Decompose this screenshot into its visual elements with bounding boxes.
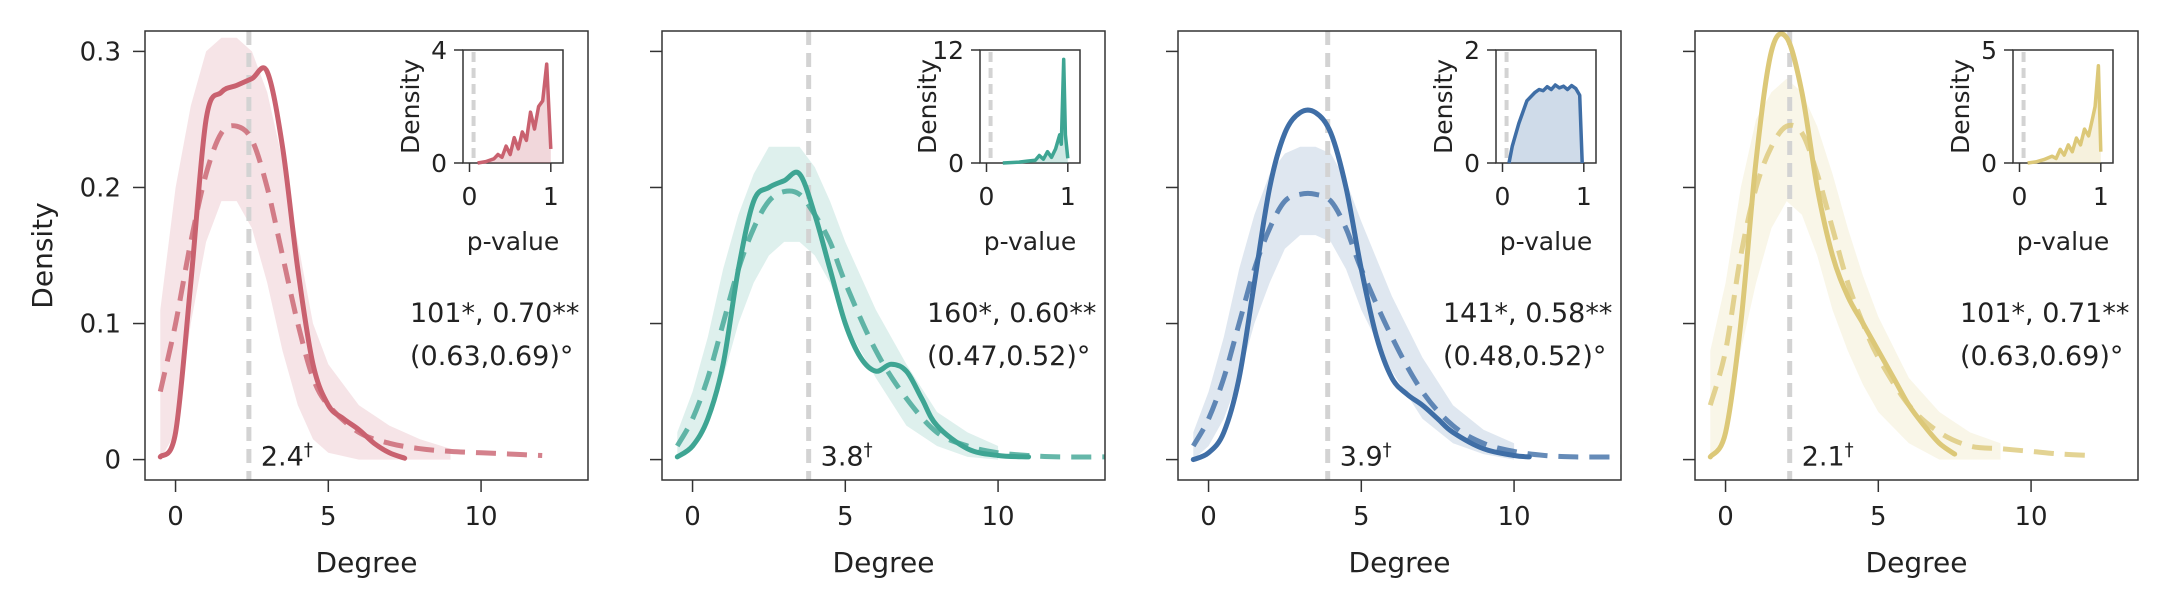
x-axis-title: Degree — [316, 546, 418, 579]
inset-x-tick-label: 1 — [2093, 182, 2109, 211]
series-line-solid — [674, 169, 1032, 460]
x-tick-label: 5 — [1353, 502, 1370, 532]
y-tick-label: 0.3 — [80, 37, 121, 67]
x-tick-label: 10 — [465, 502, 498, 532]
plot-area — [157, 31, 543, 480]
inset-x-axis-title: p-value — [467, 227, 560, 256]
inset-x-tick-label: 1 — [543, 182, 559, 211]
mean-label-sup: † — [304, 440, 313, 461]
inset-y-axis-title: Density — [1429, 59, 1458, 154]
inset-x-axis-title: p-value — [1500, 227, 1593, 256]
x-tick-label: 0 — [167, 502, 184, 532]
stats-annotation-line2: (0.63,0.69)° — [1960, 341, 2123, 372]
x-tick-label: 5 — [320, 502, 337, 532]
inset-x-tick-label: 0 — [979, 182, 995, 211]
inset-x-tick-label: 0 — [462, 182, 478, 211]
inset-x-tick-label: 0 — [1495, 182, 1511, 211]
mean-label-sup: † — [1845, 440, 1854, 461]
inset-pvalue: 0 12 0 1 Density p-value — [913, 36, 1081, 256]
stats-annotation-line1: 101*, 0.70** — [410, 298, 579, 329]
y-tick-label: 0 — [104, 446, 121, 476]
axes-frame — [661, 30, 1106, 481]
plot-area — [1707, 31, 2093, 480]
inset-y-tick-label: 2 — [1464, 36, 1480, 65]
inset-density-area — [1002, 59, 1068, 163]
inset-pvalue: 0 4 0 1 Density p-value — [396, 36, 564, 256]
x-axis-title: Degree — [1866, 546, 1968, 579]
inset-y-axis-title: Density — [913, 59, 942, 154]
stats-annotation-line2: (0.47,0.52)° — [927, 341, 1090, 372]
inset-y-tick-label: 4 — [431, 36, 447, 65]
stats-annotation-line1: 101*, 0.71** — [1960, 298, 2129, 329]
inset-x-axis-title: p-value — [2017, 227, 2110, 256]
inset-y-tick-label: 0 — [1464, 149, 1480, 178]
inset-density-line — [2027, 64, 2103, 165]
x-tick-label: 0 — [1717, 502, 1734, 532]
y-tick-label: 0.2 — [80, 173, 121, 203]
inset-density-line — [1002, 57, 1070, 165]
inset-pvalue: 0 2 0 1 Density p-value — [1429, 36, 1597, 256]
inset-x-tick-label: 1 — [1576, 182, 1592, 211]
mean-label: 3.9† — [1340, 440, 1392, 473]
x-axis-title: Degree — [1349, 546, 1451, 579]
inset-x-tick-label: 1 — [1060, 182, 1076, 211]
stats-annotation-line1: 141*, 0.58** — [1443, 298, 1612, 329]
axes-frame — [1177, 30, 1622, 481]
axes-frame — [144, 30, 589, 481]
inset-y-tick-label: 0 — [948, 149, 964, 178]
series-line-dashed — [1191, 190, 1621, 460]
inset-y-axis-title: Density — [1946, 59, 1975, 154]
mean-label-sup: † — [1383, 440, 1392, 461]
axes-frame — [1694, 30, 2139, 481]
stats-annotation-line2: (0.63,0.69)° — [410, 341, 573, 372]
x-tick-label: 5 — [1870, 502, 1887, 532]
series-line-dashed — [157, 123, 543, 458]
mean-label: 2.4† — [261, 440, 313, 473]
plot-area — [674, 31, 1105, 480]
inset-y-tick-label: 0 — [1981, 149, 1997, 178]
y-tick-label: 0.1 — [80, 310, 121, 340]
inset-y-tick-label: 5 — [1981, 36, 1997, 65]
series-line-dashed — [675, 188, 1105, 460]
series-line-solid — [1190, 107, 1532, 463]
x-tick-label: 0 — [1200, 502, 1217, 532]
inset-density-line — [477, 62, 553, 165]
stats-annotation-line2: (0.48,0.52)° — [1443, 341, 1606, 372]
inset-pvalue: 0 5 0 1 Density p-value — [1946, 36, 2114, 256]
x-tick-label: 10 — [2015, 502, 2048, 532]
mean-label: 2.1† — [1802, 440, 1854, 473]
x-tick-label: 5 — [837, 502, 854, 532]
stats-annotation-line1: 160*, 0.60** — [927, 298, 1096, 329]
x-tick-label: 10 — [1498, 502, 1531, 532]
inset-density-area — [477, 64, 551, 163]
x-axis-title: Degree — [833, 546, 935, 579]
x-tick-label: 10 — [982, 502, 1015, 532]
y-axis-title: Density — [26, 202, 59, 308]
inset-x-tick-label: 0 — [2012, 182, 2028, 211]
inset-x-axis-title: p-value — [984, 227, 1077, 256]
x-tick-label: 0 — [684, 502, 701, 532]
inset-y-axis-title: Density — [396, 59, 425, 154]
mean-label-sup: † — [864, 440, 873, 461]
mean-label: 3.8† — [821, 440, 873, 473]
inset-y-tick-label: 0 — [431, 149, 447, 178]
confidence-band — [1710, 78, 2001, 460]
inset-density-line — [1507, 83, 1584, 164]
confidence-band — [160, 37, 451, 460]
inset-y-tick-label: 12 — [932, 36, 964, 65]
plot-area — [1190, 31, 1621, 480]
